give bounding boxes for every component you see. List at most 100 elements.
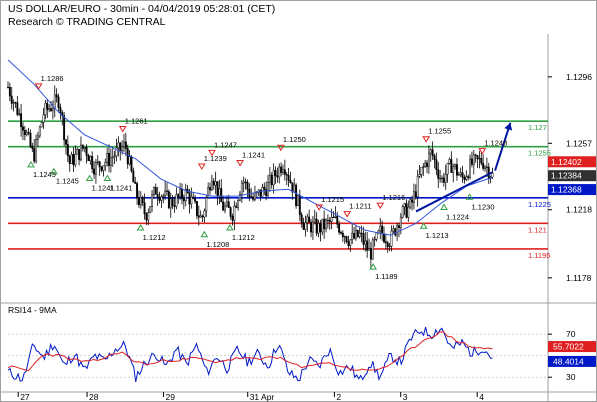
rsi-series-ma [7,331,493,372]
candle-body [386,242,389,247]
candle-body [411,199,414,203]
candle-body [343,236,346,238]
candle-body [392,228,395,232]
candle-body [20,113,23,128]
candle-body [336,216,339,225]
candle-body [141,197,144,203]
pivot-low-label: 1.1241 [92,184,115,193]
pivot-low-label: 1.1249 [33,170,56,179]
candle-body [162,195,165,198]
candle-body [81,144,84,149]
candle-body [44,103,47,116]
candle-body [302,222,305,230]
candle-body [22,126,24,131]
candle-body [108,153,110,166]
candle-body [242,181,245,184]
candle-body [23,129,26,135]
rsi-y-tick-label: 30 [566,372,576,382]
candle-body [192,196,195,199]
candle-body [244,181,247,183]
candle-body [164,190,167,197]
candle-body [360,232,363,234]
candle-body [199,215,202,218]
candle-body [31,146,34,149]
candle-body [83,147,86,149]
candle-body [55,94,58,98]
candle-body [384,241,387,244]
candle-body [319,222,322,233]
candle-body [70,154,73,164]
candle-body [390,230,393,247]
candle-body [444,173,447,183]
price-tag [548,170,596,182]
level-label: 1.121 [528,225,547,234]
candle-body [222,201,225,211]
candle-body [461,172,464,178]
pivot-low-label: 1.1245 [56,177,79,186]
candle-body [293,184,296,193]
candle-body [285,174,288,176]
candle-body [12,102,15,104]
candle-body [18,113,21,115]
pivot-high-label: 1.1250 [283,135,306,144]
candle-body [145,213,148,221]
pivot-low-label: 1.1230 [472,202,495,211]
price-tag [548,156,596,168]
candle-body [267,182,269,197]
candle-body [25,132,28,135]
candle-body [239,194,241,201]
candle-body [203,210,206,218]
candle-body [188,192,191,205]
forecast-arrow-shaft [494,122,512,171]
candle-body [98,161,101,168]
candle-body [429,149,432,154]
candle-body [414,191,417,198]
rsi-value-tag [548,355,596,367]
candle-body [431,149,434,156]
candle-body [321,218,324,233]
candle-body [158,196,161,201]
candle-body [16,102,19,115]
candle-body [328,219,331,222]
candle-body [111,156,114,159]
candle-body [89,155,92,162]
pivot-low-marker [440,203,448,211]
x-tick-label: 3 [403,392,408,402]
candle-body [396,225,399,236]
pivot-low-marker [369,263,378,270]
candle-body [317,222,320,234]
candle-body [364,240,367,245]
pivot-low-marker [50,167,58,175]
candle-body [184,188,187,202]
candle-body [201,215,204,218]
x-tick-label: 2 [336,392,341,402]
rsi-value-tag [548,341,596,353]
candle-body [470,158,473,165]
candle-body [310,222,312,233]
candle-body [252,196,255,200]
pivot-high-label: 1.1215 [321,195,344,204]
pivot-low-label: 1.1241 [109,184,132,193]
candle-body [362,233,365,245]
candle-body [347,241,350,246]
pivot-low-marker [225,223,234,231]
level-label: 1.1195 [528,251,550,260]
candle-body [91,155,94,170]
x-tick-label: 4 [479,392,484,402]
candle-body [469,158,472,178]
rsi-value-tag-label: 55.7022 [553,342,584,352]
candle-body [156,194,159,198]
candle-body [351,233,354,241]
pivot-high-marker [118,125,127,133]
x-tick-label: 31 Apr [250,392,275,402]
candle-body [195,201,198,216]
candle-body [472,154,475,165]
candle-body [465,176,468,181]
candle-body [136,183,139,199]
candle-body [113,155,116,158]
pivot-high-label: 1.1247 [214,140,237,149]
candle-body [151,194,153,207]
candle-body [482,162,485,169]
candle-body [330,216,333,222]
